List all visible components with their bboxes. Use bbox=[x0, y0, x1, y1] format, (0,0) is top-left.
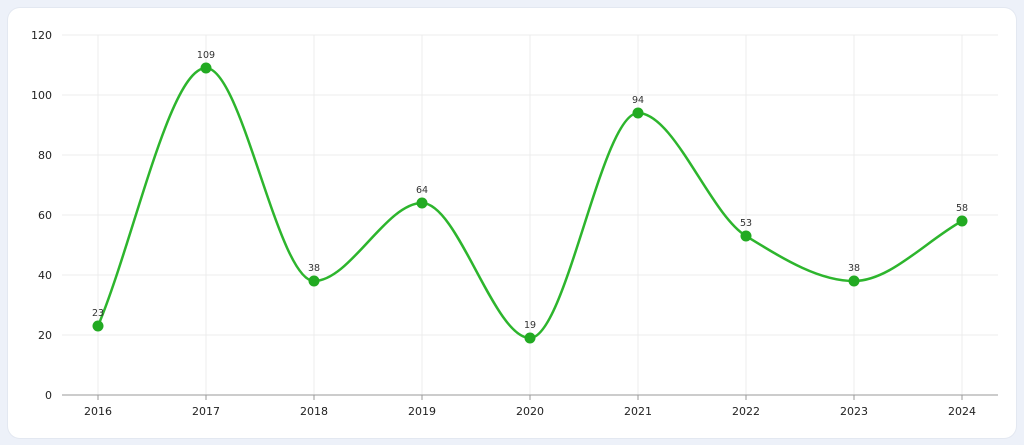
x-tick-label: 2019 bbox=[408, 405, 436, 418]
data-point bbox=[632, 107, 644, 119]
data-point bbox=[92, 320, 104, 332]
data-label: 53 bbox=[740, 218, 752, 229]
y-tick-label: 0 bbox=[45, 389, 52, 402]
data-point bbox=[200, 62, 212, 74]
data-label: 109 bbox=[197, 50, 215, 61]
series-line-layer bbox=[96, 66, 963, 340]
data-point bbox=[308, 275, 320, 287]
series-line bbox=[96, 66, 963, 340]
x-tick-label: 2018 bbox=[300, 405, 328, 418]
y-tick-label: 40 bbox=[38, 269, 52, 282]
data-label: 23 bbox=[92, 308, 104, 319]
data-point bbox=[956, 215, 968, 227]
data-labels: 23 109 38 64 19 94 53 38 58 bbox=[92, 50, 968, 331]
data-label: 38 bbox=[848, 263, 860, 274]
data-label: 38 bbox=[308, 263, 320, 274]
data-point bbox=[848, 275, 860, 287]
x-tick-label: 2024 bbox=[948, 405, 976, 418]
x-tick-label: 2016 bbox=[84, 405, 112, 418]
data-point bbox=[416, 197, 428, 209]
x-tick-label: 2020 bbox=[516, 405, 544, 418]
x-tick-label: 2023 bbox=[840, 405, 868, 418]
data-point bbox=[524, 332, 536, 344]
data-label: 19 bbox=[524, 320, 536, 331]
y-tick-label: 60 bbox=[38, 209, 52, 222]
x-tick-label: 2022 bbox=[732, 405, 760, 418]
y-tick-label: 20 bbox=[38, 329, 52, 342]
x-tick-label: 2017 bbox=[192, 405, 220, 418]
data-point bbox=[740, 230, 752, 242]
data-label: 64 bbox=[416, 185, 428, 196]
data-label: 94 bbox=[632, 95, 644, 106]
y-tick-label: 80 bbox=[38, 149, 52, 162]
axes: 0 20 40 60 80 100 120 2016 2017 2018 2019 2020 2021 2… bbox=[31, 29, 998, 418]
data-points bbox=[92, 62, 968, 344]
data-label: 58 bbox=[956, 203, 968, 214]
y-tick-label: 120 bbox=[31, 29, 52, 42]
y-tick-label: 100 bbox=[31, 89, 52, 102]
chart-card bbox=[8, 8, 1016, 438]
x-tick-label: 2021 bbox=[624, 405, 652, 418]
